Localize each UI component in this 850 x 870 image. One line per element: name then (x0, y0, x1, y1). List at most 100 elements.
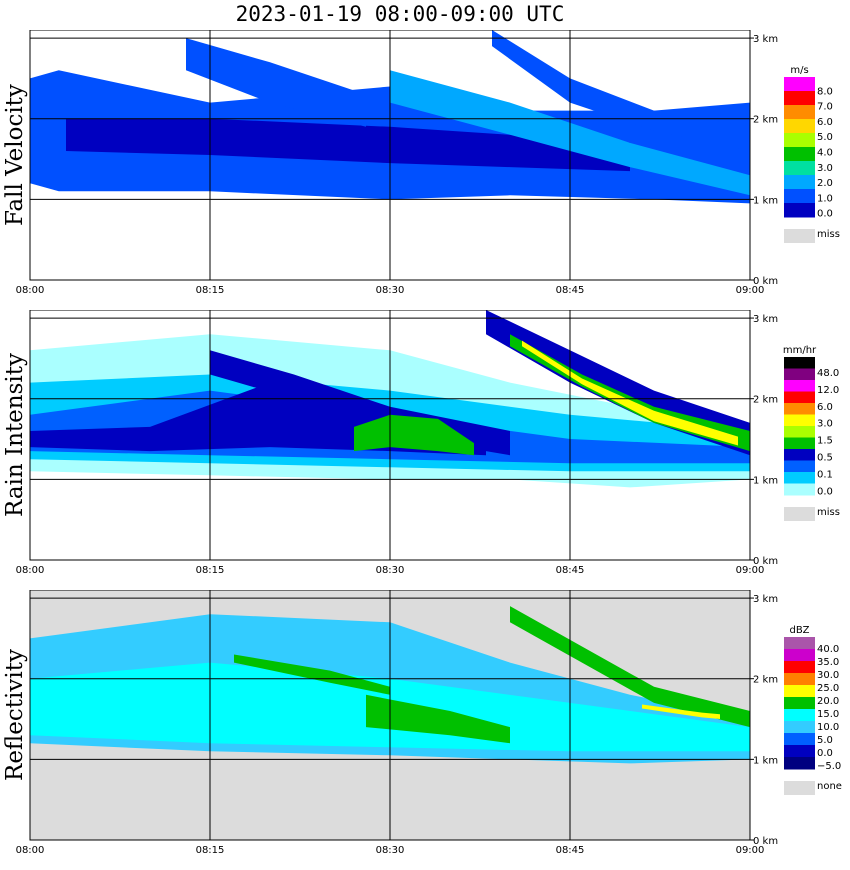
echo-band (510, 606, 750, 728)
x-tick-label: 08:30 (376, 285, 405, 296)
colorbar-swatch (784, 203, 815, 218)
panel-plot: 08:00 08:15 08:30 08:45 09:000 km 1 km 2 km 3 k… (16, 590, 842, 856)
echo-band (492, 30, 750, 151)
colorbar-label: 10.0 (817, 722, 839, 733)
y-tick-label: 3 km (753, 594, 778, 605)
x-tick-label: 08:45 (556, 285, 585, 296)
colorbar-swatch (784, 673, 815, 686)
colorbar-label: 4.0 (817, 148, 833, 159)
x-tick-label: 09:00 (736, 285, 765, 296)
y-tick-label: 1 km (753, 475, 778, 486)
panel-plot: 08:00 08:15 08:30 08:45 09:000 km 1 km 2 km 3 k… (16, 30, 840, 296)
x-tick-label: 08:15 (196, 285, 225, 296)
echo-band (522, 340, 738, 446)
colorbar-swatch (784, 368, 815, 381)
colorbar-swatch (784, 460, 815, 473)
colorbar-swatch (784, 414, 815, 427)
plot-frame (29, 310, 751, 561)
colorbar-swatch (784, 91, 815, 106)
x-tick-label: 08:00 (16, 285, 45, 296)
colorbar-swatch (784, 745, 815, 758)
colorbar-label: 48.0 (817, 368, 839, 379)
colorbar-swatch (784, 189, 815, 204)
colorbar-label: 40.0 (817, 644, 839, 655)
colorbar-swatch (784, 733, 815, 746)
colorbar-missing-label: miss (817, 507, 840, 518)
colorbar-swatch (784, 105, 815, 120)
colorbar-swatch (784, 709, 815, 722)
echo-band (642, 704, 720, 719)
colorbar-swatch (784, 449, 815, 461)
plot-frame (29, 590, 751, 841)
panel-plot: 08:00 08:15 08:30 08:45 09:000 km 1 km 2 km 3 k… (16, 310, 840, 576)
x-tick-label: 08:45 (556, 565, 585, 576)
y-tick-label: 0 km (753, 276, 778, 287)
colorbar-label: 0.0 (817, 486, 833, 497)
colorbar-missing-swatch (784, 229, 815, 243)
x-tick-label: 08:45 (556, 845, 585, 856)
colorbar-swatch (784, 757, 815, 770)
colorbar-swatch (784, 403, 815, 415)
colorbar-label: 1.0 (817, 193, 833, 204)
colorbar-swatch (784, 426, 815, 438)
colorbar-swatch (784, 119, 815, 134)
y-tick-label: 3 km (753, 34, 778, 45)
y-tick-label: 2 km (753, 395, 778, 406)
colorbar-label: 0.0 (817, 748, 833, 759)
colorbar-label: 25.0 (817, 683, 839, 694)
x-tick-label: 08:15 (196, 565, 225, 576)
colorbar-label: 3.0 (817, 163, 833, 174)
x-tick-label: 08:30 (376, 565, 405, 576)
colorbar-swatch (784, 637, 815, 650)
echo-band (234, 654, 390, 695)
colorbar-swatch (784, 685, 815, 698)
colorbar-label: 2.0 (817, 178, 833, 189)
y-tick-label: 0 km (753, 836, 778, 847)
colorbar-swatch (784, 380, 815, 392)
colorbar-missing-swatch (784, 781, 815, 795)
colorbar-label: 35.0 (817, 657, 839, 668)
echo-band (66, 118, 630, 172)
colorbar-label: −5.0 (817, 761, 841, 772)
colorbar-unit: mm/hr (783, 345, 817, 356)
colorbar-swatch (784, 77, 815, 92)
plot-frame (29, 30, 751, 281)
colorbar-label: 0.0 (817, 209, 833, 220)
colorbar-swatch (784, 483, 815, 496)
colorbar-swatch (784, 391, 815, 404)
colorbar-label: 1.5 (817, 436, 833, 447)
colorbar-label: 20.0 (817, 696, 839, 707)
x-tick-label: 08:15 (196, 845, 225, 856)
colorbar-missing-swatch (784, 507, 815, 521)
colorbar-unit: dBZ (789, 625, 809, 636)
colorbar-swatch (784, 649, 815, 662)
colorbar-missing-label: none (817, 781, 842, 792)
colorbar-label: 3.0 (817, 419, 833, 430)
colorbar-swatch (784, 357, 815, 369)
colorbar-swatch (784, 147, 815, 162)
echo-band (186, 38, 366, 127)
colorbar-label: 6.0 (817, 402, 833, 413)
x-tick-label: 08:00 (16, 845, 45, 856)
colorbar-swatch (784, 697, 815, 710)
y-tick-label: 3 km (753, 314, 778, 325)
colorbar-unit: m/s (790, 65, 808, 76)
echo-band (366, 694, 510, 744)
colorbar-label: 6.0 (817, 117, 833, 128)
chart-main-title: 2023-01-19 08:00-09:00 UTC (235, 2, 565, 26)
colorbar-swatch (784, 175, 815, 190)
colorbar-swatch (784, 437, 815, 450)
y-tick-label: 2 km (753, 675, 778, 686)
y-tick-label: 0 km (753, 556, 778, 567)
colorbar-label: 5.0 (817, 735, 833, 746)
colorbar-label: 5.0 (817, 132, 833, 143)
x-tick-label: 09:00 (736, 845, 765, 856)
y-tick-label: 2 km (753, 115, 778, 126)
colorbar-swatch (784, 161, 815, 176)
colorbar-missing-label: miss (817, 229, 840, 240)
colorbar-label: 15.0 (817, 709, 839, 720)
colorbar-swatch (784, 133, 815, 148)
colorbar-swatch (784, 472, 815, 484)
colorbar-swatch (784, 661, 815, 674)
x-tick-label: 08:00 (16, 565, 45, 576)
